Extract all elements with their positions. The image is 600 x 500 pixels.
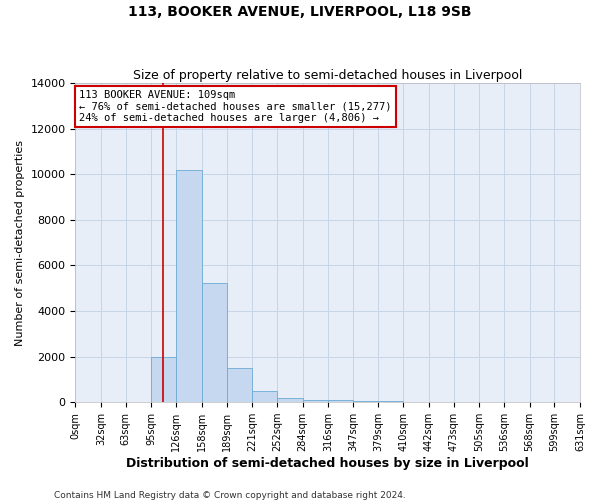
X-axis label: Distribution of semi-detached houses by size in Liverpool: Distribution of semi-detached houses by … (127, 457, 529, 470)
Bar (353, 401, 379, 402)
Bar (328, 400, 353, 402)
Bar (302, 400, 328, 402)
Bar (151, 357, 176, 402)
Text: 113, BOOKER AVENUE, LIVERPOOL, L18 9SB: 113, BOOKER AVENUE, LIVERPOOL, L18 9SB (128, 5, 472, 19)
Bar (252, 391, 277, 402)
Bar (176, 170, 202, 402)
Text: Contains HM Land Registry data © Crown copyright and database right 2024.: Contains HM Land Registry data © Crown c… (54, 490, 406, 500)
Bar (227, 368, 252, 402)
Title: Size of property relative to semi-detached houses in Liverpool: Size of property relative to semi-detach… (133, 69, 523, 82)
Y-axis label: Number of semi-detached properties: Number of semi-detached properties (15, 140, 25, 346)
Bar (202, 282, 227, 402)
Text: 113 BOOKER AVENUE: 109sqm
← 76% of semi-detached houses are smaller (15,277)
24%: 113 BOOKER AVENUE: 109sqm ← 76% of semi-… (79, 90, 392, 123)
Bar (277, 398, 302, 402)
